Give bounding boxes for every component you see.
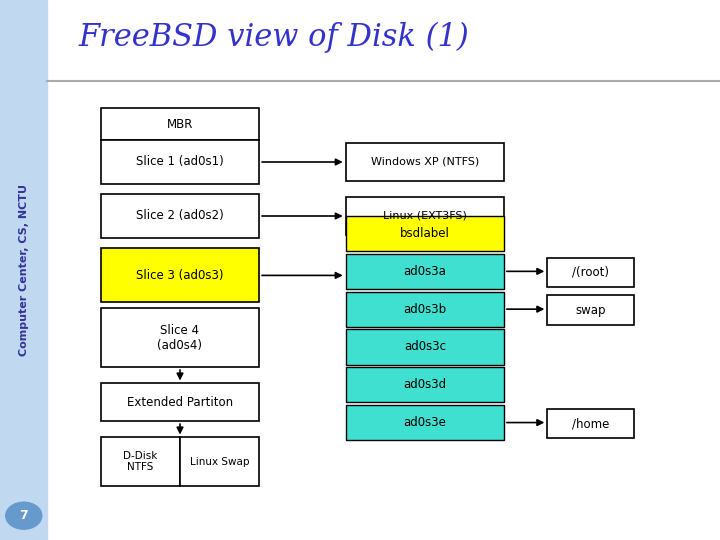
Bar [346,143,504,181]
Bar [101,108,259,140]
Bar [346,197,504,235]
Circle shape [6,502,42,529]
Bar [346,405,504,440]
Text: ad0s3e: ad0s3e [403,416,446,429]
Text: Slice 1 (ad0s1): Slice 1 (ad0s1) [136,156,224,168]
Bar [180,437,259,486]
Text: swap: swap [575,303,606,317]
Text: Slice 4
(ad0s4): Slice 4 (ad0s4) [158,323,202,352]
Bar [0,0,47,540]
Text: MBR: MBR [167,118,193,131]
Bar [346,216,504,251]
Text: Slice 3 (ad0s3): Slice 3 (ad0s3) [136,269,224,282]
Bar [101,194,259,238]
Text: Linux Swap: Linux Swap [190,457,249,467]
Bar [346,367,504,402]
Bar [547,258,634,287]
Bar [101,383,259,421]
Text: bsdlabel: bsdlabel [400,227,450,240]
Text: 7: 7 [19,509,28,522]
Text: Computer Center, CS, NCTU: Computer Center, CS, NCTU [19,184,29,356]
Text: /(root): /(root) [572,266,609,279]
Bar [346,329,504,364]
Text: Extended Partiton: Extended Partiton [127,396,233,409]
FancyBboxPatch shape [0,0,43,540]
Text: /home: /home [572,417,609,430]
Bar [547,409,634,438]
Text: Linux (EXT3FS): Linux (EXT3FS) [383,211,467,221]
Text: Slice 2 (ad0s2): Slice 2 (ad0s2) [136,210,224,222]
Text: FreeBSD view of Disk (1): FreeBSD view of Disk (1) [78,22,469,53]
Bar [547,295,634,325]
Bar [346,254,504,289]
Bar [101,437,180,486]
Text: ad0s3b: ad0s3b [403,302,446,316]
Text: D-Disk
NTFS: D-Disk NTFS [123,451,158,472]
Text: ad0s3a: ad0s3a [403,265,446,278]
Bar [346,292,504,327]
Text: ad0s3c: ad0s3c [404,340,446,354]
Bar [101,308,259,367]
Text: Windows XP (NTFS): Windows XP (NTFS) [371,157,479,167]
Bar [101,248,259,302]
Text: ad0s3d: ad0s3d [403,378,446,392]
Bar [101,140,259,184]
